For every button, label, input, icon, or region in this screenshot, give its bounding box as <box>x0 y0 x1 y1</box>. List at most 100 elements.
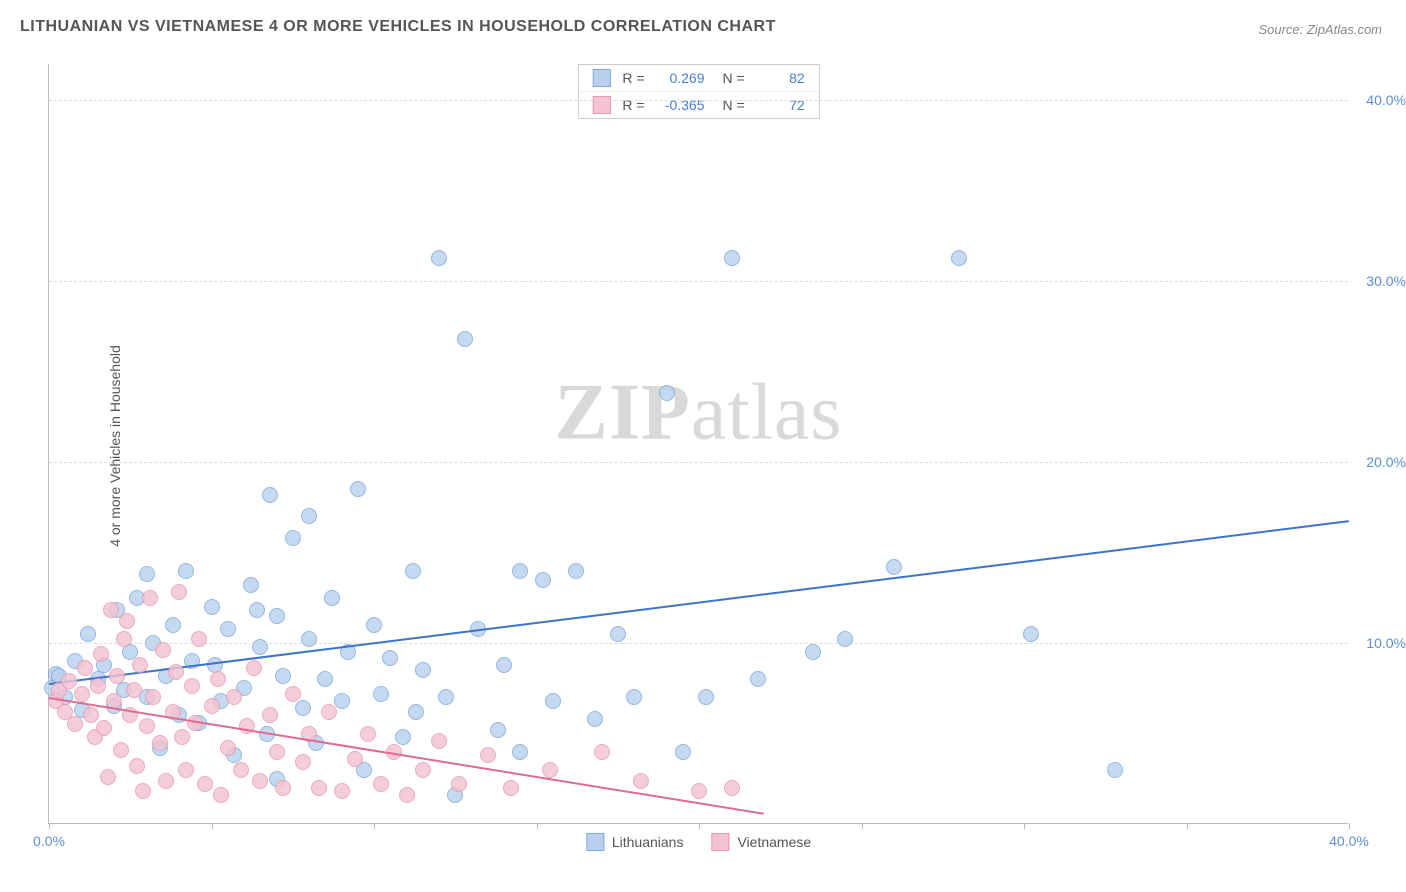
scatter-point <box>366 617 382 633</box>
scatter-point <box>77 660 93 676</box>
x-tick <box>537 823 538 829</box>
scatter-point <box>321 704 337 720</box>
scatter-point <box>129 758 145 774</box>
scatter-point <box>324 590 340 606</box>
scatter-point <box>61 673 77 689</box>
scatter-point <box>317 671 333 687</box>
grid-line <box>49 643 1348 644</box>
scatter-point <box>311 780 327 796</box>
scatter-point <box>213 787 229 803</box>
scatter-point <box>285 686 301 702</box>
scatter-point <box>698 689 714 705</box>
scatter-point <box>675 744 691 760</box>
scatter-point <box>837 631 853 647</box>
x-tick <box>1187 823 1188 829</box>
scatter-point <box>116 631 132 647</box>
scatter-point <box>594 744 610 760</box>
stat-r-label: R = <box>622 70 644 86</box>
scatter-point <box>80 626 96 642</box>
legend-label: Lithuanians <box>612 834 684 850</box>
scatter-point <box>191 631 207 647</box>
legend-swatch <box>592 69 610 87</box>
scatter-point <box>109 668 125 684</box>
scatter-point <box>496 657 512 673</box>
scatter-point <box>74 686 90 702</box>
y-tick-label: 30.0% <box>1366 273 1406 289</box>
x-tick <box>49 823 50 829</box>
scatter-point <box>886 559 902 575</box>
scatter-point <box>132 657 148 673</box>
x-tick <box>1024 823 1025 829</box>
scatter-point <box>1023 626 1039 642</box>
scatter-point <box>691 783 707 799</box>
trend-line <box>49 520 1349 685</box>
scatter-point <box>178 762 194 778</box>
scatter-point <box>805 644 821 660</box>
scatter-point <box>415 662 431 678</box>
scatter-point <box>197 776 213 792</box>
scatter-point <box>568 563 584 579</box>
scatter-point <box>431 250 447 266</box>
scatter-point <box>246 660 262 676</box>
scatter-point <box>103 602 119 618</box>
x-tick <box>212 823 213 829</box>
stat-legend: R =0.269N =82R =-0.365N =72 <box>577 64 819 119</box>
scatter-point <box>451 776 467 792</box>
x-tick-label: 40.0% <box>1329 833 1369 849</box>
scatter-point <box>83 707 99 723</box>
scatter-point <box>174 729 190 745</box>
scatter-point <box>301 631 317 647</box>
source-label: Source: ZipAtlas.com <box>1258 22 1382 37</box>
scatter-point <box>139 566 155 582</box>
scatter-point <box>220 740 236 756</box>
scatter-point <box>490 722 506 738</box>
scatter-point <box>184 678 200 694</box>
scatter-point <box>457 331 473 347</box>
scatter-point <box>126 682 142 698</box>
scatter-point <box>951 250 967 266</box>
scatter-point <box>243 577 259 593</box>
scatter-point <box>659 385 675 401</box>
scatter-point <box>1107 762 1123 778</box>
scatter-point <box>431 733 447 749</box>
scatter-point <box>178 563 194 579</box>
y-tick-label: 20.0% <box>1366 454 1406 470</box>
scatter-point <box>503 780 519 796</box>
scatter-point <box>67 716 83 732</box>
grid-line <box>49 462 1348 463</box>
scatter-point <box>204 599 220 615</box>
scatter-point <box>142 590 158 606</box>
scatter-point <box>158 773 174 789</box>
scatter-point <box>269 608 285 624</box>
stat-legend-row: R =-0.365N =72 <box>578 91 818 118</box>
scatter-point <box>139 718 155 734</box>
legend-item: Vietnamese <box>711 833 811 851</box>
y-tick-label: 10.0% <box>1366 635 1406 651</box>
scatter-point <box>119 613 135 629</box>
legend-label: Vietnamese <box>737 834 811 850</box>
grid-line <box>49 281 1348 282</box>
x-tick <box>374 823 375 829</box>
scatter-point <box>204 698 220 714</box>
bottom-legend: Lithuanians Vietnamese <box>586 833 811 851</box>
scatter-point <box>135 783 151 799</box>
scatter-point <box>724 780 740 796</box>
scatter-point <box>252 639 268 655</box>
scatter-point <box>399 787 415 803</box>
watermark: ZIPatlas <box>555 368 843 459</box>
x-tick <box>1349 823 1350 829</box>
scatter-point <box>334 693 350 709</box>
scatter-point <box>480 747 496 763</box>
legend-swatch <box>711 833 729 851</box>
scatter-point <box>334 783 350 799</box>
scatter-point <box>373 686 389 702</box>
scatter-point <box>512 744 528 760</box>
scatter-point <box>350 481 366 497</box>
scatter-point <box>545 693 561 709</box>
scatter-point <box>438 689 454 705</box>
scatter-point <box>90 678 106 694</box>
stat-n-value: 82 <box>757 70 805 86</box>
scatter-point <box>285 530 301 546</box>
scatter-point <box>168 664 184 680</box>
scatter-point <box>262 487 278 503</box>
